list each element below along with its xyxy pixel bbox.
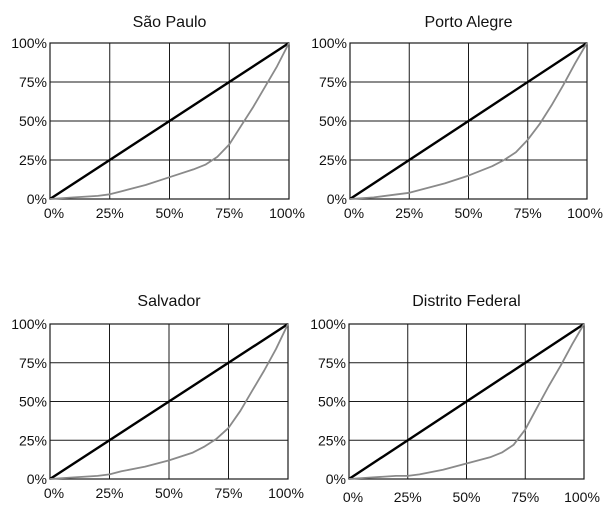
x-tick-label: 100% <box>564 489 600 505</box>
y-tick-label: 25% <box>319 152 347 168</box>
chart-panel-4: Distrito Federal 0% 25% 50% 75% 100% 0% 25% 50% 7… <box>310 293 600 505</box>
x-tick-label: 50% <box>155 205 183 221</box>
x-tick-label: 75% <box>214 485 242 501</box>
y-tick-label: 75% <box>19 355 47 371</box>
x-tick-label: 75% <box>215 205 243 221</box>
y-tick-label: 100% <box>11 35 47 51</box>
x-tick-label: 100% <box>268 485 304 501</box>
chart-title: Porto Alegre <box>424 14 512 31</box>
x-tick-label: 75% <box>511 489 539 505</box>
x-tick-label: 50% <box>454 205 482 221</box>
x-tick-label: 25% <box>96 205 124 221</box>
y-tick-label: 100% <box>310 316 346 332</box>
y-tick-label: 0% <box>326 471 346 487</box>
x-tick-label: 25% <box>395 205 423 221</box>
x-tick-label: 50% <box>155 485 183 501</box>
y-tick-label: 75% <box>19 74 47 90</box>
x-tick-label: 0% <box>344 205 364 221</box>
y-tick-label: 100% <box>311 35 347 51</box>
y-tick-label: 25% <box>19 432 47 448</box>
x-tick-label: 25% <box>394 489 422 505</box>
chart-title: São Paulo <box>133 14 207 31</box>
x-tick-label: 0% <box>44 205 64 221</box>
x-tick-label: 75% <box>514 205 542 221</box>
y-tick-label: 50% <box>19 113 47 129</box>
chart-title: Salvador <box>137 293 201 310</box>
y-tick-label: 100% <box>11 316 47 332</box>
x-tick-label: 50% <box>452 489 480 505</box>
y-tick-label: 50% <box>19 394 47 410</box>
y-tick-label: 25% <box>19 152 47 168</box>
x-tick-label: 100% <box>567 205 603 221</box>
x-tick-label: 0% <box>44 485 64 501</box>
chart-title: Distrito Federal <box>412 293 520 310</box>
x-tick-label: 25% <box>95 485 123 501</box>
y-tick-label: 75% <box>318 355 346 371</box>
y-tick-label: 50% <box>318 394 346 410</box>
y-tick-label: 25% <box>318 432 346 448</box>
x-tick-label: 0% <box>343 489 363 505</box>
y-tick-label: 50% <box>319 113 347 129</box>
y-tick-label: 75% <box>319 74 347 90</box>
x-tick-label: 100% <box>269 205 305 221</box>
